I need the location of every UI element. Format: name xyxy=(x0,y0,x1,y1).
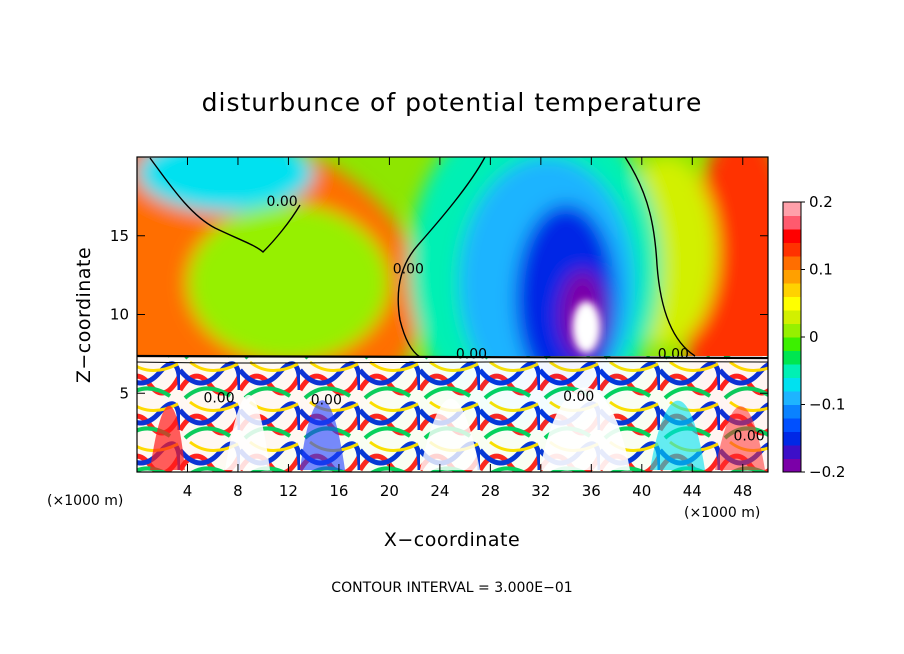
colorbar-swatch xyxy=(783,310,801,324)
colorbar-tick-label: −0.2 xyxy=(809,463,845,481)
colorbar-swatch xyxy=(783,269,801,284)
colorbar-swatch xyxy=(783,229,801,243)
y-axis: 5 10 15 xyxy=(110,227,768,402)
colorbar-swatch xyxy=(783,418,801,432)
x-tick-label: 16 xyxy=(329,482,348,500)
x-tick-label: 32 xyxy=(531,482,550,500)
contour-label: 0.00 xyxy=(267,194,298,210)
colorbar-swatch xyxy=(783,323,801,338)
colorbar-swatch xyxy=(783,431,801,446)
colorbar-swatch xyxy=(783,364,801,378)
plot-area xyxy=(137,157,768,472)
chart-title: disturbunce of potential temperature xyxy=(202,88,703,117)
x-tick-label: 24 xyxy=(430,482,449,500)
colorbar-swatch xyxy=(783,445,801,459)
colorbar-swatch xyxy=(783,377,801,392)
x-unit-left: (×1000 m) xyxy=(47,493,123,509)
x-tick-label: 40 xyxy=(632,482,651,500)
colorbar: 0.2 0.1 0 −0.1 −0.2 xyxy=(782,193,845,481)
contour-label: 0.00 xyxy=(733,429,764,445)
colorbar-swatch xyxy=(783,458,801,473)
field-blob-near-zero-upper-left xyxy=(187,204,390,362)
colorbar-tick-label: 0.1 xyxy=(809,261,833,279)
colorbar-swatch xyxy=(783,242,801,257)
colorbar-swatch xyxy=(783,283,801,297)
y-tick-label: 5 xyxy=(119,384,129,402)
x-tick-label: 20 xyxy=(380,482,399,500)
colorbar-swatch xyxy=(783,256,801,270)
colorbar-tick-label: 0 xyxy=(809,328,819,346)
colorbar-tick-label: 0.2 xyxy=(809,193,833,211)
colorbar-tick-label: −0.1 xyxy=(809,396,845,414)
turbulent-layer xyxy=(137,356,768,472)
x-unit-right: (×1000 m) xyxy=(684,505,760,521)
colorbar-swatch xyxy=(783,215,801,230)
contour-labels: 0.00 0.00 0.00 0.00 0.00 0.00 0.00 0.00 xyxy=(203,194,764,445)
x-tick-label: 28 xyxy=(481,482,500,500)
contour-lines xyxy=(137,157,768,364)
x-axis: 4 8 12 16 20 24 28 32 36 40 44 48 xyxy=(183,157,752,500)
contour-label: 0.00 xyxy=(456,347,487,363)
colorbar-swatch xyxy=(783,404,801,419)
x-tick-label: 4 xyxy=(183,482,193,500)
x-tick-label: 12 xyxy=(279,482,298,500)
colorbar-swatch xyxy=(783,202,801,216)
x-tick-label: 8 xyxy=(233,482,243,500)
y-tick-label: 15 xyxy=(110,227,129,245)
y-axis-label: Z−coordinate xyxy=(73,247,95,383)
cold-core-peak xyxy=(572,301,601,354)
colorbar-swatch xyxy=(783,337,801,351)
contour-label: 0.00 xyxy=(311,392,342,408)
x-tick-label: 36 xyxy=(582,482,601,500)
contour-label: 0.00 xyxy=(658,347,689,363)
colorbar-swatch xyxy=(783,350,801,365)
y-tick-label: 10 xyxy=(110,306,129,324)
contour-label: 0.00 xyxy=(203,391,234,407)
x-tick-label: 44 xyxy=(683,482,702,500)
contour-label: 0.00 xyxy=(393,262,424,278)
colorbar-swatch xyxy=(783,391,801,405)
contour-interval-note: CONTOUR INTERVAL = 3.000E−01 xyxy=(331,580,572,596)
colorbar-swatch xyxy=(783,296,801,311)
x-axis-label: X−coordinate xyxy=(384,529,520,551)
contour-label: 0.00 xyxy=(563,389,594,405)
x-tick-label: 48 xyxy=(733,482,752,500)
